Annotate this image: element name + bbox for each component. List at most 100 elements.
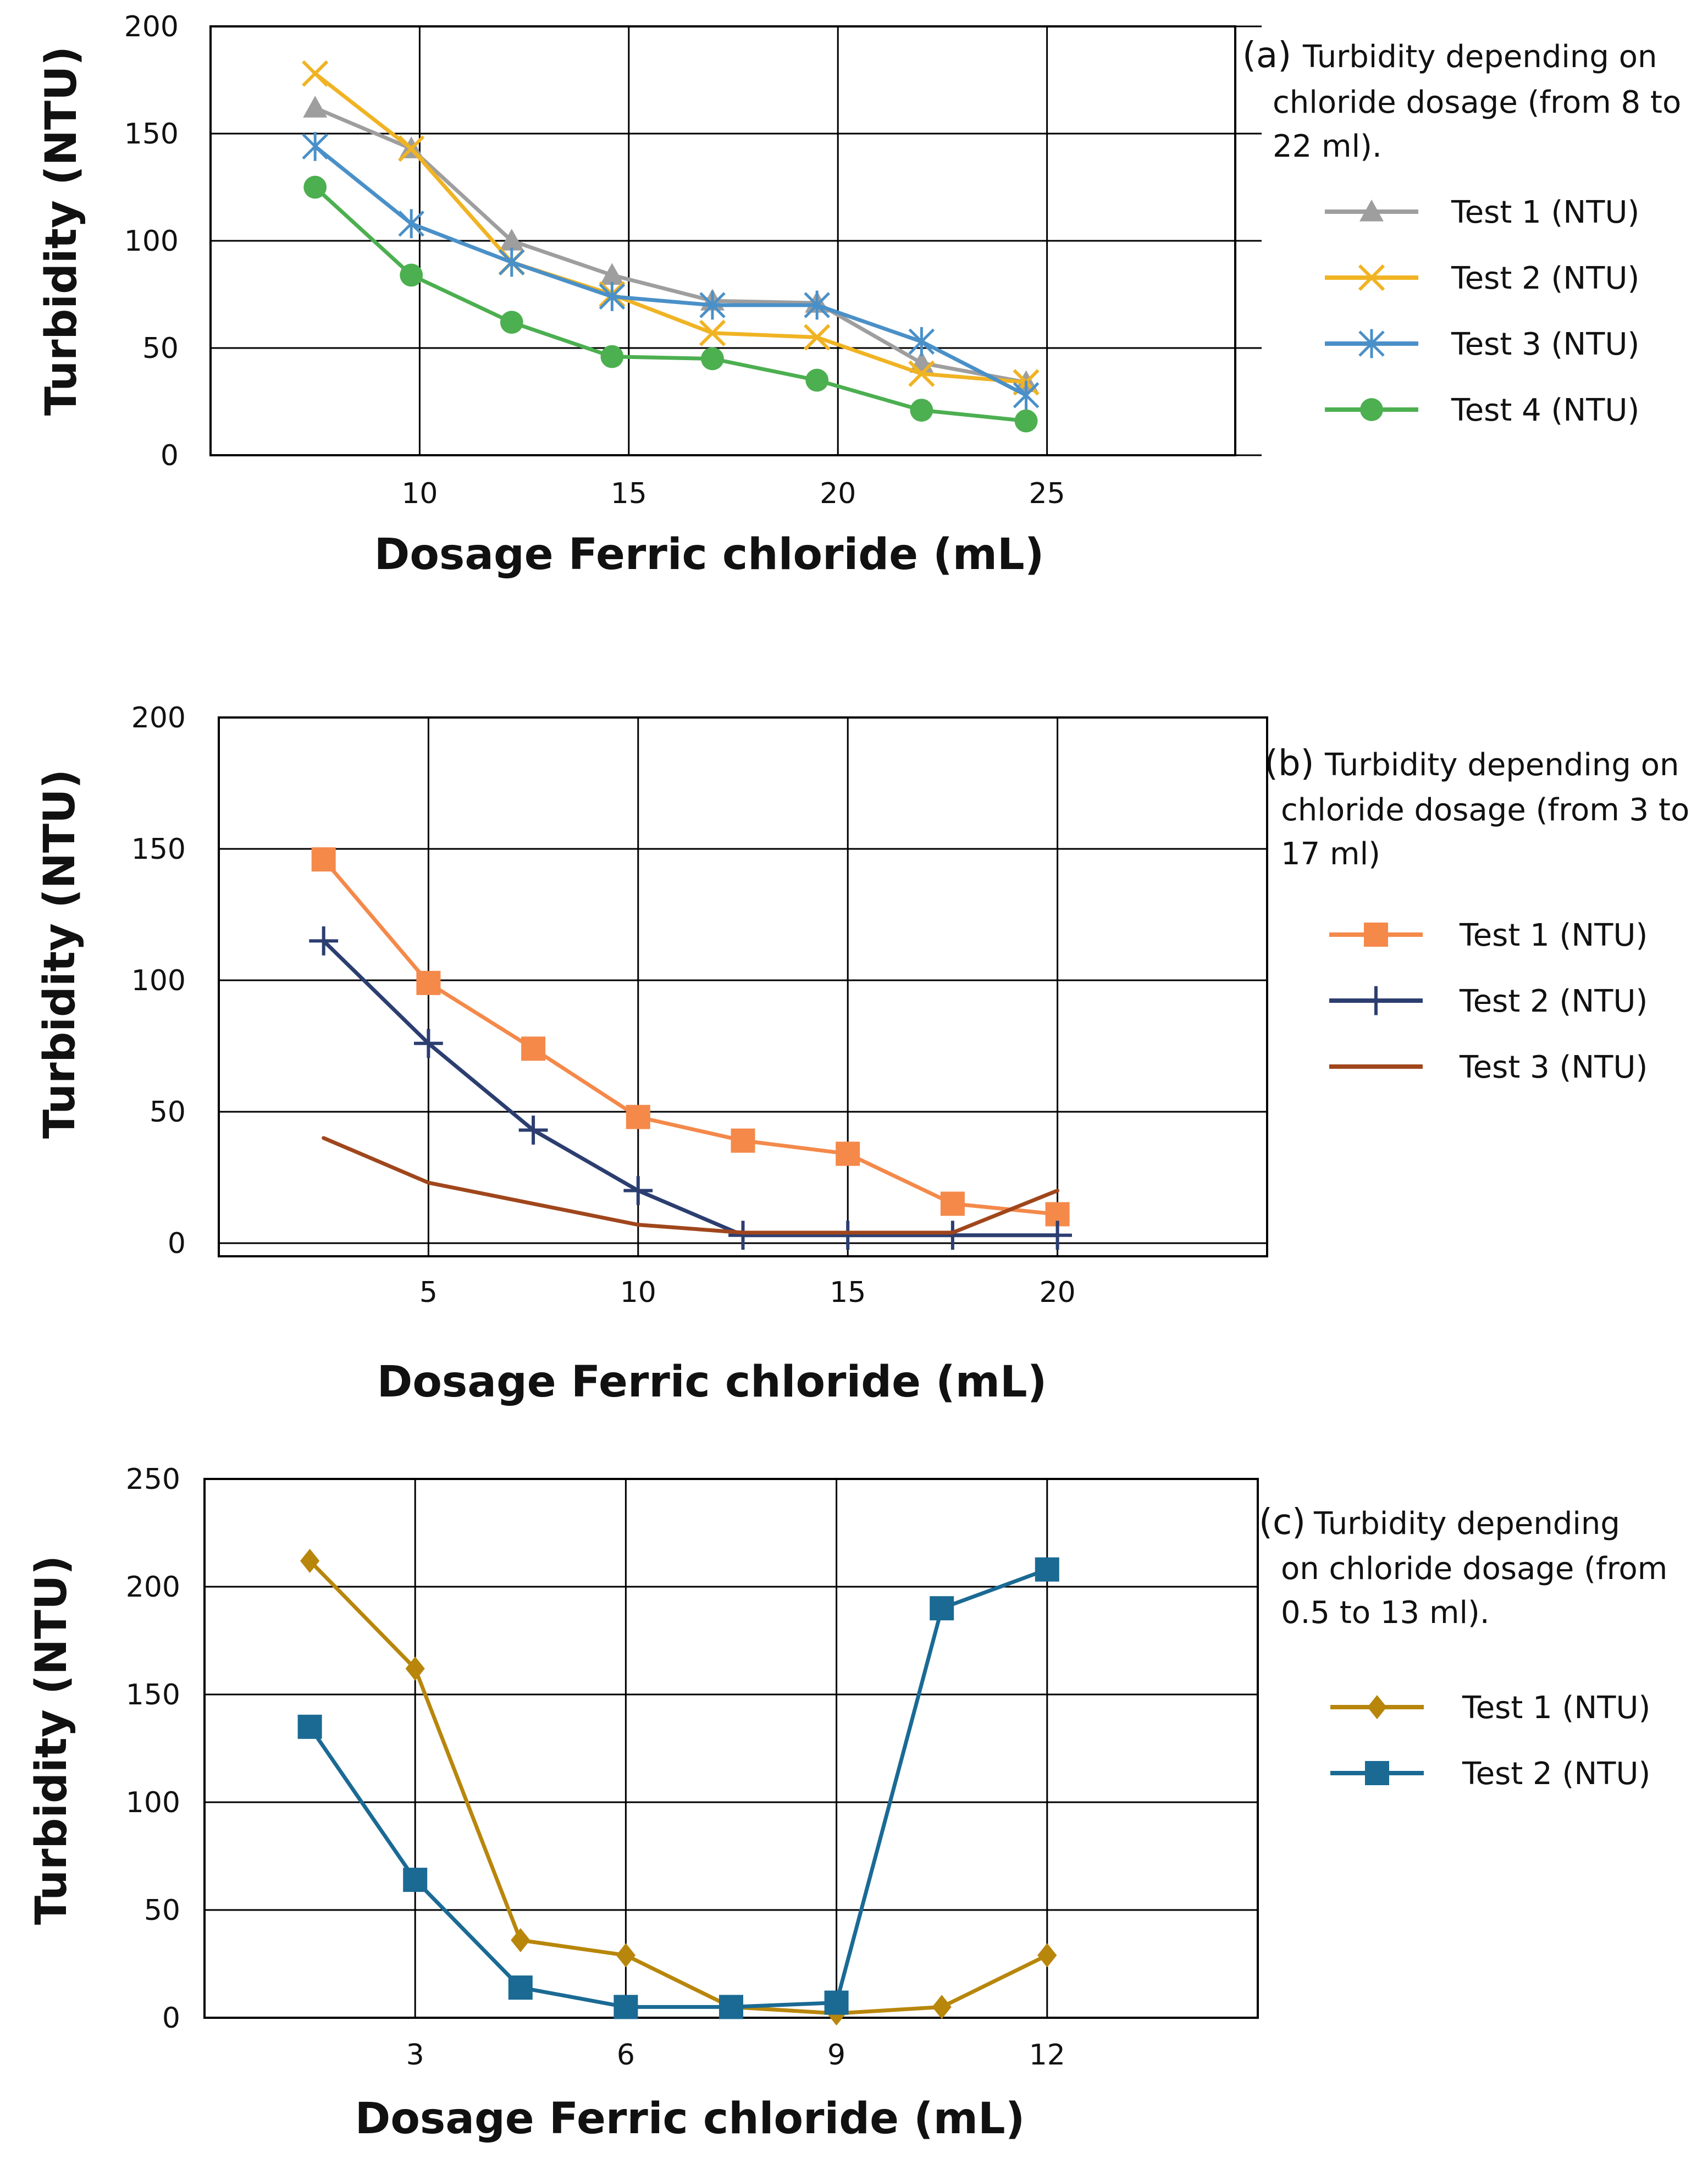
data-point (804, 324, 831, 351)
chart-title-line-3: 22 ml). (1273, 129, 1382, 164)
legend-label: Test 3 (NTU) (1459, 1050, 1648, 1085)
y-tick-label: 0 (162, 2002, 180, 2035)
data-point (731, 1128, 755, 1153)
x-tick-label: 20 (1040, 1276, 1076, 1309)
chart-title-line-1: Turbidity depending on (1302, 39, 1657, 75)
data-point (398, 135, 425, 162)
series-line (308, 1567, 1049, 2009)
x-tick-label: 5 (419, 1276, 438, 1309)
data-point (616, 1943, 635, 1968)
data-point (938, 1221, 968, 1250)
data-point (416, 970, 441, 995)
data-point (297, 1714, 322, 1739)
data-point (303, 96, 328, 118)
data-point (599, 282, 626, 311)
legend-marker (1365, 1761, 1389, 1785)
legend-label: Test 2 (NTU) (1462, 1756, 1650, 1792)
series-line (322, 1136, 1060, 1235)
data-point (499, 229, 524, 251)
chart-panel-c: Turbidity (NTU) Dosage Ferric chloride (… (27, 1463, 1667, 2144)
data-point (613, 1995, 638, 2019)
data-point (833, 1221, 863, 1250)
data-point (500, 311, 523, 334)
y-tick-label: 250 (126, 1463, 180, 1496)
x-tick-label: 3 (406, 2039, 424, 2072)
data-point (804, 290, 830, 320)
legend-entry: Test 3 (NTU) (1329, 1050, 1648, 1085)
y-tick-label: 100 (131, 964, 186, 997)
y-tick-label: 50 (150, 1096, 186, 1129)
chart-title-line-2: chloride dosage (from 8 to (1273, 85, 1681, 120)
data-point (414, 1029, 443, 1058)
data-point (398, 209, 424, 239)
series-3 (322, 1136, 1060, 1235)
y-tick-label: 200 (126, 1571, 180, 1604)
data-point (302, 132, 328, 161)
series-line (313, 106, 1029, 384)
legend-entry: Test 3 (NTU) (1325, 327, 1639, 362)
data-point (940, 1191, 965, 1216)
chart-panel-b: Turbidity (NTU) Dosage Ferric chloride (… (35, 702, 1689, 1407)
series-1 (311, 847, 1070, 1227)
series-4 (303, 175, 1038, 433)
series-3 (302, 132, 1040, 410)
data-point (930, 1596, 954, 1621)
data-point (518, 1116, 548, 1145)
y-tick-label: 200 (124, 10, 179, 43)
legend-entry: Test 2 (NTU) (1325, 261, 1639, 296)
data-point (600, 263, 624, 285)
data-point (1037, 1943, 1057, 1968)
data-point (403, 1868, 428, 1892)
data-point (499, 247, 525, 277)
legend-entry: Test 1 (NTU) (1330, 1690, 1650, 1726)
data-point (1035, 1557, 1059, 1582)
x-axis-title: Dosage Ferric chloride (mL) (374, 530, 1044, 579)
panel-label: (b) (1264, 743, 1314, 784)
legend-marker (1358, 329, 1385, 358)
data-point (728, 1221, 758, 1250)
legend-entry: Test 4 (NTU) (1325, 393, 1639, 428)
legend-label: Test 1 (NTU) (1451, 195, 1639, 230)
y-tick-label: 100 (126, 1786, 180, 1819)
data-point (699, 290, 726, 320)
y-tick-label: 150 (124, 118, 179, 151)
legend-entry: Test 2 (NTU) (1330, 1756, 1650, 1792)
data-point (699, 319, 726, 346)
chart-title-line-2: chloride dosage (from 3 to (1281, 792, 1689, 828)
series-line (308, 1559, 1049, 2016)
data-point (309, 926, 339, 956)
y-tick-label: 100 (124, 225, 179, 258)
data-point (623, 1176, 653, 1205)
data-point (701, 347, 724, 371)
x-tick-label: 15 (611, 477, 647, 510)
data-point (932, 1995, 952, 2019)
panel-label: (c) (1259, 1502, 1306, 1543)
legend-entry: Test 1 (NTU) (1329, 918, 1648, 953)
legend-marker (1359, 200, 1384, 222)
legend-entry: Test 1 (NTU) (1325, 195, 1639, 230)
data-point (824, 1990, 849, 2015)
data-point (511, 1928, 530, 1952)
data-point (303, 175, 327, 199)
x-tick-label: 25 (1029, 477, 1065, 510)
x-tick-label: 9 (827, 2039, 845, 2072)
series-line (313, 144, 1029, 398)
x-tick-label: 12 (1029, 2039, 1065, 2072)
data-point (908, 360, 935, 387)
x-tick-label: 10 (620, 1276, 656, 1309)
data-point (405, 1656, 425, 1681)
chart-title-line-3: 17 ml) (1281, 836, 1380, 872)
data-point (719, 1995, 743, 2019)
legend-marker (1364, 923, 1388, 947)
legend-marker (1367, 1695, 1387, 1719)
series-line (313, 185, 1029, 423)
data-point (1013, 380, 1040, 410)
chart-title-line-2: on chloride dosage (from (1281, 1551, 1667, 1587)
y-tick-label: 50 (144, 1894, 180, 1927)
y-tick-label: 0 (168, 1227, 186, 1260)
series-2 (297, 1557, 1059, 2019)
legend-label: Test 3 (NTU) (1451, 327, 1639, 362)
y-tick-label: 150 (131, 833, 186, 866)
x-axis-title: Dosage Ferric chloride (mL) (377, 1357, 1047, 1407)
data-point (600, 345, 624, 368)
